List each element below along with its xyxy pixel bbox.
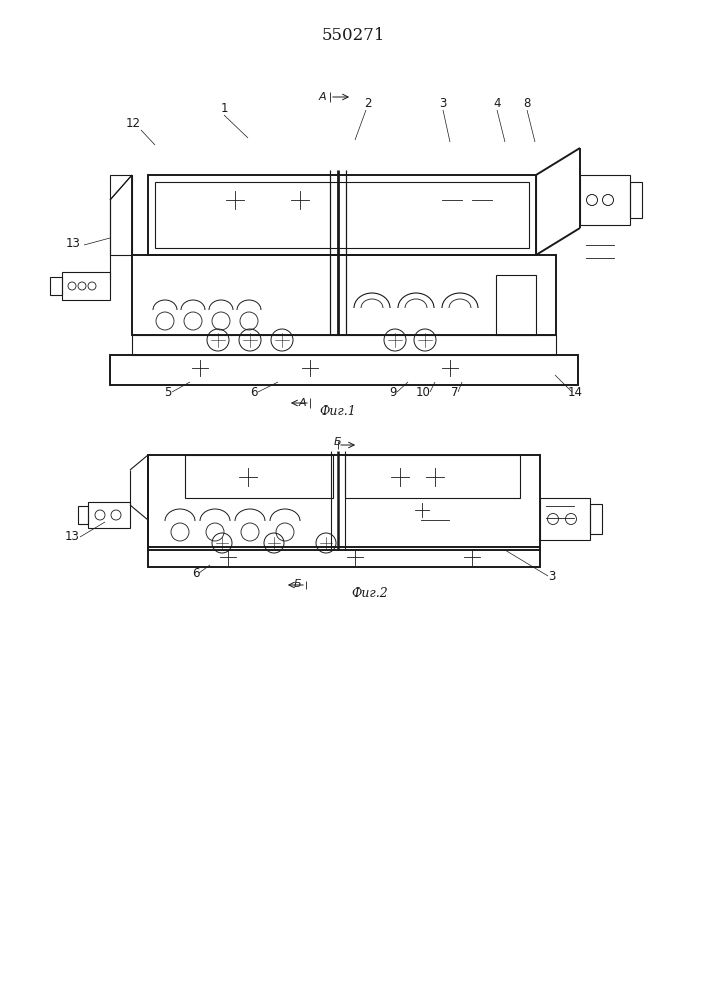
Bar (148, 175, 536, 255)
Text: 12: 12 (126, 117, 141, 130)
Text: Фиг.2: Фиг.2 (351, 587, 388, 600)
Text: 13: 13 (64, 530, 79, 543)
Text: 1: 1 (221, 102, 228, 115)
Bar (50, 277, 62, 295)
Bar (62, 272, 110, 300)
Text: 2: 2 (364, 97, 372, 110)
Text: 5: 5 (164, 386, 172, 399)
Bar (155, 182, 529, 248)
Bar (185, 455, 333, 498)
Bar (132, 255, 556, 335)
Bar (496, 275, 536, 335)
Bar (148, 455, 540, 550)
Bar (110, 355, 578, 385)
Text: 3: 3 (439, 97, 447, 110)
Text: А: А (298, 398, 306, 408)
Bar (110, 175, 132, 255)
Text: 8: 8 (523, 97, 531, 110)
Text: 14: 14 (568, 386, 583, 399)
Text: 7: 7 (451, 386, 459, 399)
Text: 9: 9 (390, 386, 397, 399)
Bar (580, 175, 630, 225)
Text: 6: 6 (192, 567, 200, 580)
Bar (88, 502, 130, 528)
Bar (540, 498, 590, 540)
Bar (132, 335, 556, 355)
Text: 13: 13 (66, 237, 81, 250)
Text: 10: 10 (416, 386, 431, 399)
Bar (590, 504, 602, 534)
Text: 6: 6 (250, 386, 258, 399)
Bar (148, 547, 540, 567)
Text: Б: Б (294, 579, 302, 589)
Bar (345, 455, 520, 498)
Text: А: А (318, 92, 326, 102)
Text: 4: 4 (493, 97, 501, 110)
Bar (78, 506, 88, 524)
Text: 550271: 550271 (321, 26, 385, 43)
Text: Б: Б (334, 437, 341, 447)
Bar (630, 182, 642, 218)
Text: 3: 3 (549, 570, 556, 583)
Text: Фиг.1: Фиг.1 (320, 405, 356, 418)
